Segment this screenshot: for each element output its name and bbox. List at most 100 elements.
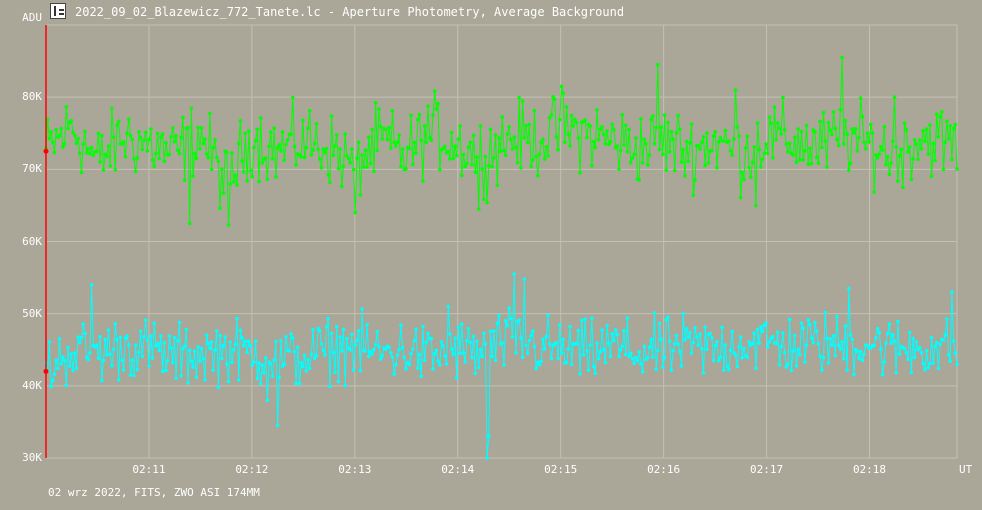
series-1-point	[105, 353, 109, 357]
series-0-point	[233, 173, 238, 178]
series-1-point	[291, 336, 295, 340]
series-1-point	[840, 340, 844, 344]
series-0-point	[639, 117, 643, 121]
series-0-point	[679, 160, 684, 164]
series-0-point	[799, 129, 804, 134]
series-1-point	[918, 345, 922, 350]
series-1-point	[615, 332, 620, 337]
series-0-point	[137, 130, 141, 134]
series-1-point	[476, 365, 481, 370]
series-1-point	[171, 360, 175, 365]
series-1-point	[487, 434, 491, 439]
series-0-point	[776, 121, 780, 125]
series-0-point	[101, 168, 106, 172]
series-0-point	[640, 160, 645, 165]
series-1-point	[524, 343, 528, 348]
series-1-point	[779, 344, 783, 349]
series-1-point	[865, 343, 870, 348]
series-0-point	[493, 133, 498, 137]
series-1-point	[223, 335, 227, 339]
series-0-point	[519, 166, 523, 170]
series-1-point	[583, 317, 587, 322]
series-1-point	[556, 356, 560, 361]
series-1-point	[635, 359, 640, 363]
series-1-point	[402, 355, 407, 360]
series-1-point	[503, 319, 508, 323]
series-1-point	[771, 334, 775, 339]
series-0-point	[863, 147, 868, 151]
series-0-point	[549, 113, 554, 117]
series-0-point	[145, 149, 150, 153]
series-0-point	[252, 145, 256, 150]
series-1-point	[700, 347, 704, 351]
series-1-point	[514, 350, 518, 355]
series-0-point	[431, 113, 435, 117]
series-0-point	[818, 119, 822, 124]
series-1-point	[130, 358, 134, 362]
series-1-point	[272, 358, 277, 362]
series-0-point	[333, 144, 337, 148]
series-0-point	[700, 140, 704, 145]
series-0-point	[69, 119, 74, 123]
series-1-point	[880, 372, 885, 377]
series-1-point	[282, 362, 287, 367]
series-0-point	[162, 159, 167, 163]
series-0-point	[323, 150, 327, 155]
series-1-point	[424, 340, 429, 345]
series-1-point	[617, 354, 621, 359]
series-0-point	[422, 124, 427, 128]
series-1-point	[243, 339, 248, 344]
series-1-point	[752, 331, 756, 336]
series-0-point	[473, 170, 478, 175]
series-0-point	[951, 126, 956, 131]
series-0-point	[884, 162, 888, 167]
series-0-point	[664, 168, 669, 172]
series-0-point	[503, 153, 508, 158]
series-0-point	[160, 132, 165, 136]
series-1-point	[314, 354, 319, 358]
series-1-point	[750, 341, 755, 346]
series-1-point	[694, 335, 699, 339]
series-0-point	[89, 145, 94, 150]
series-1-point	[723, 343, 728, 347]
series-1-point	[586, 368, 591, 373]
series-0-point	[798, 158, 802, 162]
series-0-point	[378, 124, 383, 129]
series-0-point	[847, 168, 851, 173]
series-0-point	[762, 151, 767, 156]
x-tick-label: 02:13	[338, 463, 372, 476]
app-icon[interactable]	[50, 3, 66, 19]
series-1-point	[622, 328, 626, 333]
series-0-point	[896, 179, 900, 183]
series-0-point	[906, 150, 910, 154]
series-0-point	[461, 152, 466, 157]
series-0-point	[470, 162, 474, 167]
series-1-point	[630, 356, 635, 361]
series-1-point	[716, 359, 721, 363]
series-0-point	[826, 121, 831, 125]
series-1-point	[350, 332, 354, 336]
series-0-point	[693, 178, 697, 182]
series-0-point	[777, 126, 782, 131]
series-1-point	[441, 344, 446, 348]
series-1-point	[679, 364, 684, 368]
series-0-point	[274, 175, 278, 179]
series-0-point	[465, 161, 469, 166]
series-1-point	[135, 367, 140, 372]
series-0-point	[672, 168, 677, 173]
series-0-point	[81, 142, 85, 146]
series-1-point	[507, 306, 511, 310]
series-0-point	[49, 130, 53, 134]
series-0-point	[74, 141, 79, 145]
series-0-point	[324, 146, 329, 151]
series-0-point	[84, 150, 89, 155]
series-0-point	[211, 145, 216, 150]
series-0-point	[275, 146, 280, 150]
series-0-point	[764, 142, 768, 146]
series-1-point	[672, 342, 677, 346]
series-1-point	[933, 344, 937, 349]
series-0-point	[853, 127, 858, 131]
series-0-point	[623, 123, 628, 128]
series-0-point	[825, 165, 829, 169]
